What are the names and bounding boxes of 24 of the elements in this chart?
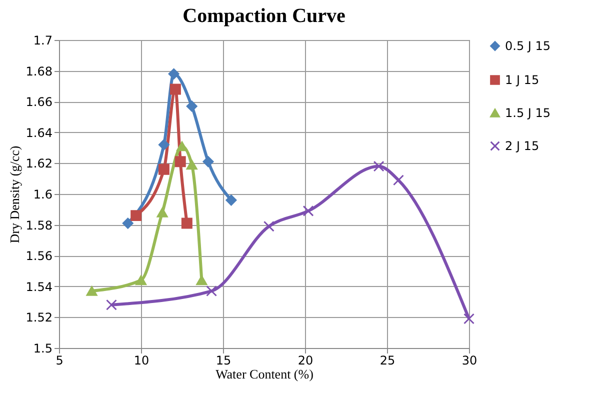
- x-tick-label: 20: [298, 354, 314, 368]
- x-tick-label: 30: [462, 354, 478, 368]
- legend-label: 2 J 15: [505, 139, 540, 153]
- y-tick-label: 1.64: [26, 126, 52, 140]
- y-tick-label: 1.5: [33, 342, 52, 356]
- x-axis-title: Water Content (%): [216, 366, 314, 382]
- y-tick-label: 1.66: [26, 95, 52, 110]
- y-tick-label: 1.56: [26, 249, 52, 264]
- y-tick-label: 1.58: [26, 218, 52, 232]
- x-tick-label: 10: [134, 354, 150, 368]
- x-tick-label: 5: [56, 354, 64, 368]
- y-axis-title: Dry Density (g/cc): [6, 146, 22, 244]
- y-tick-label: 1.54: [26, 280, 52, 294]
- y-tick-label: 1.62: [26, 156, 52, 171]
- x-tick-label: 15: [216, 354, 232, 368]
- y-tick-label: 1.7: [33, 34, 52, 48]
- y-tick-label: 1.52: [26, 310, 52, 325]
- legend-label: 1.5 J 15: [505, 106, 551, 120]
- chart-title: Compaction Curve: [182, 5, 346, 27]
- x-tick-label: 25: [380, 354, 396, 368]
- legend-label: 0.5 J 15: [505, 39, 551, 53]
- legend-label: 1 J 15: [505, 73, 540, 87]
- y-tick-label: 1.6: [33, 188, 52, 202]
- y-tick-label: 1.68: [26, 64, 52, 78]
